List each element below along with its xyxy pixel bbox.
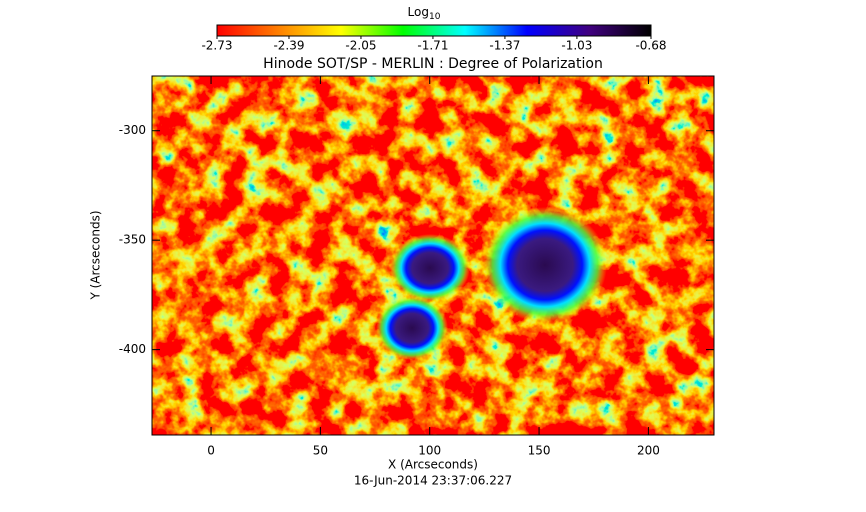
sunspot — [483, 207, 607, 323]
x-axis-label: X (Arcseconds) — [388, 458, 478, 472]
y-tick-label: -400 — [119, 342, 146, 356]
colorbar-tick-label: -1.71 — [417, 39, 448, 53]
x-tick-label: 50 — [313, 444, 328, 458]
sunspot — [376, 296, 448, 360]
y-axis-label: Y (Arcseconds) — [89, 210, 103, 300]
x-tick-label: 100 — [418, 444, 441, 458]
y-tick-label: -350 — [119, 233, 146, 247]
colorbar-tick-label: -2.73 — [201, 39, 232, 53]
colorbar-label-sub: 10 — [429, 12, 441, 22]
colorbar-tick-label: -2.39 — [273, 39, 304, 53]
plot-frame — [151, 75, 715, 436]
colorbar-tick-label: -1.03 — [561, 39, 592, 53]
colorbar-label: Log10 — [408, 5, 441, 22]
x-tick-label: 0 — [207, 444, 215, 458]
colorbar — [216, 24, 652, 37]
colorbar-tick-label: -0.68 — [635, 39, 666, 53]
y-tick-label: -300 — [119, 123, 146, 137]
colorbar-label-base: Log — [408, 5, 429, 19]
footer-date: 16-Jun-2014 23:37:06.227 — [354, 474, 512, 488]
colorbar-tick-label: -2.05 — [345, 39, 376, 53]
chart-title: Hinode SOT/SP - MERLIN : Degree of Polar… — [263, 56, 603, 72]
solar-image — [152, 76, 714, 435]
x-tick-label: 150 — [528, 444, 551, 458]
colorbar-tick-label: -1.37 — [489, 39, 520, 53]
x-tick-label: 200 — [637, 444, 660, 458]
sunspot — [390, 234, 470, 302]
